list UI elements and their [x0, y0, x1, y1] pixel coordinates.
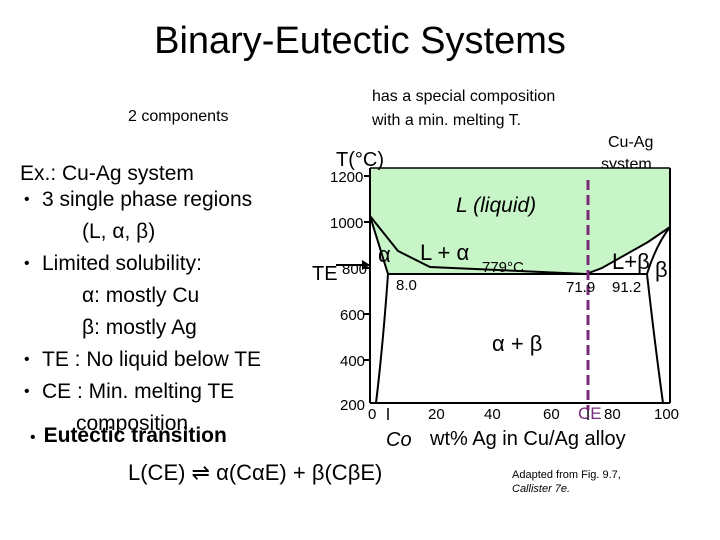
- y-tick-label-800: 800: [342, 261, 367, 278]
- bullet-alpha: α: mostly Cu: [82, 284, 200, 307]
- system-note-line1: Cu-Ag: [608, 134, 654, 151]
- bullet-list: • 3 single phase regions (L, α, β) • Limit…: [24, 184, 261, 440]
- liquid-region: [370, 168, 670, 274]
- bullet-ce: • CE : Min. melting TE: [24, 380, 235, 403]
- eutectic-reaction: L(CE) ⇌ α(CαE) + β(CβE): [128, 460, 383, 485]
- x-tick-label-80: 80: [604, 406, 621, 423]
- bullet-solubility: • Limited solubility:: [24, 252, 202, 275]
- ce-label: CE: [578, 404, 602, 423]
- slide-title: Binary-Eutectic Systems: [154, 20, 566, 62]
- components-note: 2 components: [128, 108, 229, 125]
- solidus-right: [646, 226, 671, 275]
- y-tick-label-200: 200: [340, 397, 365, 414]
- bullet-eutectic: • Eutectic transition: [30, 424, 227, 447]
- solvus-left: [375, 273, 389, 404]
- x-tick-label-100: 100: [654, 406, 679, 423]
- liquid-label: L (liquid): [456, 194, 536, 217]
- x-tick-label-60: 60: [543, 406, 560, 423]
- y-tick-label-600: 600: [340, 307, 365, 324]
- alpha-region-label: α: [378, 242, 391, 267]
- l-alpha-label: L + α: [420, 240, 469, 265]
- liquidus-right: [585, 226, 671, 275]
- y-tick-label-1200: 1200: [330, 169, 363, 186]
- comp-alpha-label: 8.0: [396, 277, 417, 294]
- y-axis-label: T(°C): [336, 149, 384, 171]
- y-tick-label-400: 400: [340, 353, 365, 370]
- special-note-line1: has a special composition: [372, 88, 556, 105]
- te-arrowhead: [362, 260, 370, 270]
- bullet-regions: • 3 single phase regions: [24, 188, 253, 211]
- special-note-line2: with a min. melting T.: [372, 112, 522, 129]
- x-tick-label-0: 0: [368, 406, 376, 423]
- solidus-left: [369, 215, 389, 275]
- comp-beta-label: 91.2: [612, 279, 641, 296]
- x-tick-label-40: 40: [484, 406, 501, 423]
- co-label: Co: [386, 429, 412, 451]
- l-beta-label: L+β: [612, 249, 650, 274]
- liquidus-left: [369, 215, 587, 275]
- y-tick-label-1000: 1000: [330, 215, 363, 232]
- bullet-beta: β: mostly Ag: [82, 316, 197, 339]
- comp-e-label: 71.9: [566, 279, 595, 296]
- x-axis-label: wt% Ag in Cu/Ag alloy: [429, 428, 626, 450]
- beta-region-label: β: [655, 257, 668, 282]
- bullet-te: • TE : No liquid below TE: [24, 348, 262, 371]
- credit-line2: Callister 7e.: [512, 483, 571, 495]
- bullet-regions-list: (L, α, β): [82, 220, 156, 243]
- credit-line1: Adapted from Fig. 9.7,: [512, 469, 621, 481]
- x-tick-label-20: 20: [428, 406, 445, 423]
- te-label-text: TE: [312, 263, 338, 285]
- eutectic-temp-label: 779°C: [482, 259, 524, 276]
- example-line: Ex.: Cu-Ag system: [20, 162, 194, 185]
- bullet-composition: composition: [76, 412, 189, 435]
- solvus-right: [646, 273, 664, 404]
- two-phase-label: α + β: [492, 331, 542, 356]
